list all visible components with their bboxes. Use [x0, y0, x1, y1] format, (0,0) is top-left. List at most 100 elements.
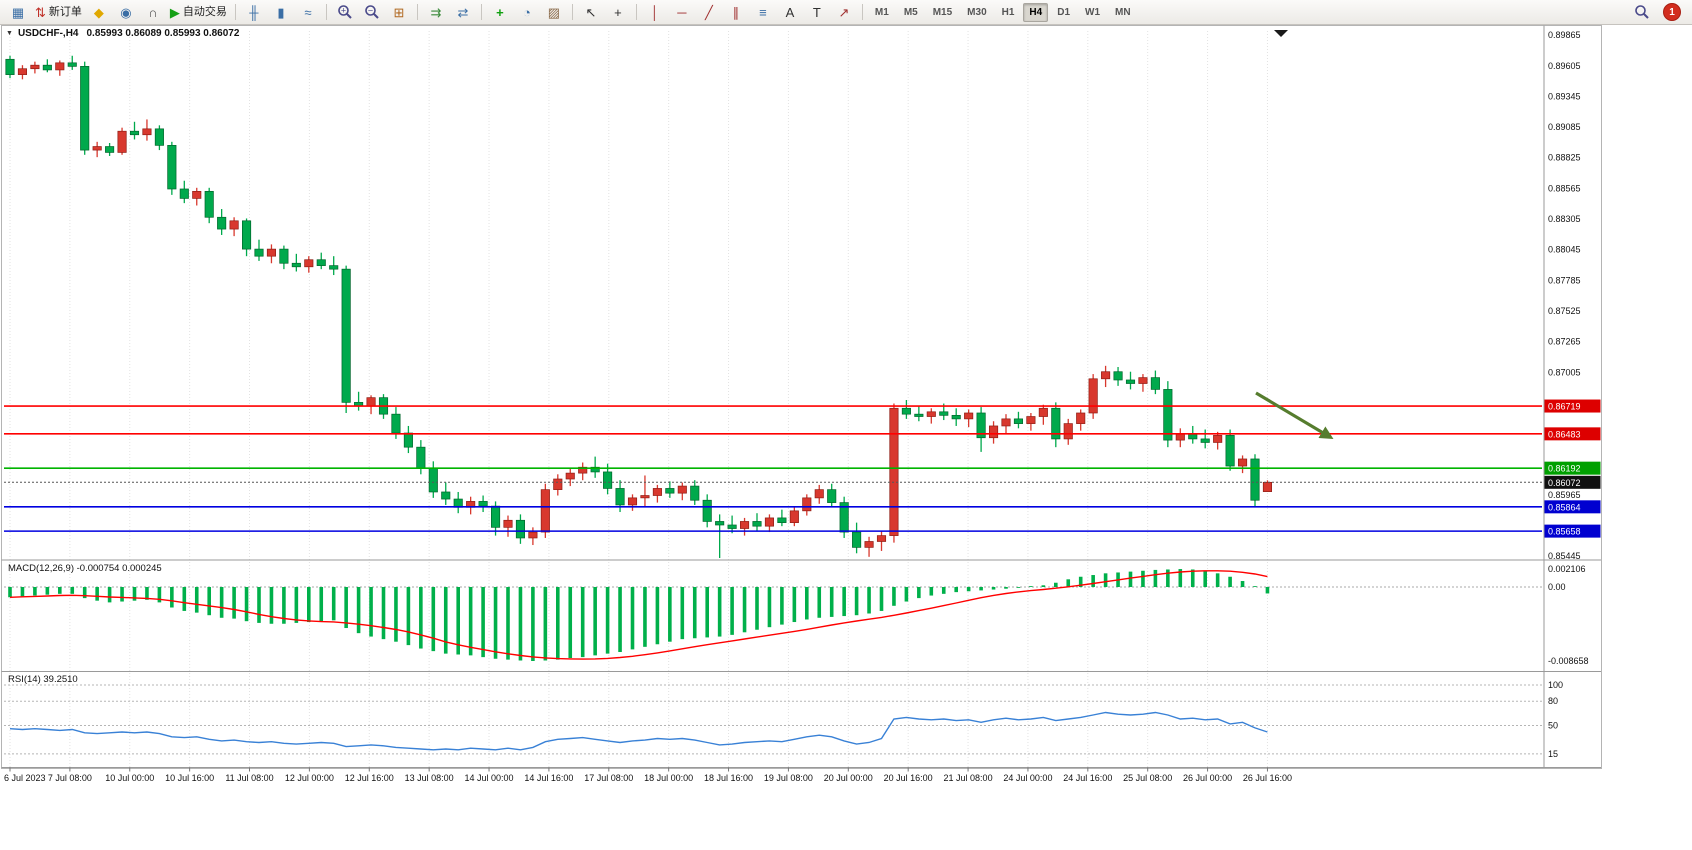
metaeditor-icon[interactable]: ◆: [93, 4, 104, 20]
price-badge: [1544, 461, 1601, 475]
timeframe-m1[interactable]: M1: [874, 6, 889, 18]
svg-text:+: +: [341, 6, 346, 16]
charts-icon[interactable]: ▦: [11, 4, 25, 20]
candlestick-chart-icon[interactable]: ▮: [277, 4, 285, 20]
zoom-out-icon[interactable]: −: [359, 1, 385, 23]
svg-text:80: 80: [1548, 696, 1558, 706]
svg-text:18 Jul 00:00: 18 Jul 00:00: [644, 773, 693, 783]
cursor-icon[interactable]: ↖: [585, 4, 597, 20]
timeframe-m15[interactable]: M15: [932, 6, 953, 18]
svg-text:13 Jul 08:00: 13 Jul 08:00: [405, 773, 454, 783]
templates-icon[interactable]: ▨: [547, 4, 561, 20]
fibonacci-icon[interactable]: ≡: [759, 4, 767, 20]
svg-text:0.88305: 0.88305: [1548, 214, 1581, 224]
price-axis: 0.89865 0.89605 0.89345 0.89085 0.88825 0.885…: [1544, 30, 1601, 561]
price-badge: [1544, 500, 1601, 514]
chart-ohlc-values: 0.85993 0.86089 0.85993 0.86072: [86, 28, 240, 39]
horizontal-lines[interactable]: [4, 405, 1542, 532]
svg-text:24 Jul 16:00: 24 Jul 16:00: [1063, 773, 1112, 783]
toolbar-buttons: ▦ ⇅ 新订单 ◆ ◉ ∩ ▶ 自动交易 ╫ ▮ ≈ + − ⊞ ⇉ ⇄ + ◔ ▨ ↖ + │ ─ ╱ ∥ ≡ A T ↗: [5, 1, 857, 23]
svg-text:6 Jul 2023: 6 Jul 2023: [4, 773, 46, 783]
toolbar-separator: [861, 4, 863, 20]
svg-text:26 Jul 00:00: 26 Jul 00:00: [1183, 773, 1232, 783]
svg-text:-0.008658: -0.008658: [1548, 656, 1589, 666]
new-order-button[interactable]: ⇅ 新订单: [35, 4, 82, 20]
label-icon[interactable]: T: [812, 4, 821, 20]
channel-icon[interactable]: ∥: [732, 4, 740, 20]
svg-text:0.89865: 0.89865: [1548, 30, 1581, 40]
autotrading-button[interactable]: ▶ 自动交易: [169, 4, 227, 20]
auto-scroll-icon[interactable]: ⇉: [430, 4, 442, 20]
svg-text:0.85965: 0.85965: [1548, 490, 1581, 500]
svg-text:0.89345: 0.89345: [1548, 91, 1581, 101]
svg-text:10 Jul 16:00: 10 Jul 16:00: [165, 773, 214, 783]
arrows-icon[interactable]: ↗: [838, 4, 850, 20]
search-icon[interactable]: [1629, 1, 1655, 23]
trend-arrow-annotation[interactable]: [1255, 391, 1334, 440]
svg-text:26 Jul 16:00: 26 Jul 16:00: [1243, 773, 1292, 783]
one-click-trading-toggle[interactable]: ▼: [6, 30, 13, 37]
sounds-icon[interactable]: ∩: [148, 4, 158, 20]
trendline-icon[interactable]: ╱: [704, 4, 713, 20]
svg-text:50: 50: [1548, 721, 1558, 731]
chart-dropdown-arrow[interactable]: [1274, 30, 1288, 37]
time-axis: 6 Jul 2023 7 Jul 08:00 10 Jul 00:00 10 Jul …: [4, 767, 1292, 783]
timeframe-w1[interactable]: W1: [1085, 6, 1101, 18]
svg-text:100: 100: [1548, 680, 1563, 690]
rsi-panel: 100 80 50 15: [1, 680, 1601, 768]
svg-text:0.88565: 0.88565: [1548, 183, 1581, 193]
timeframe-mn[interactable]: MN: [1115, 6, 1131, 18]
svg-text:21 Jul 08:00: 21 Jul 08:00: [944, 773, 993, 783]
svg-text:17 Jul 08:00: 17 Jul 08:00: [584, 773, 633, 783]
svg-text:−: −: [368, 6, 373, 16]
price-badge: [1544, 399, 1601, 413]
svg-text:14 Jul 16:00: 14 Jul 16:00: [524, 773, 573, 783]
timeframe-m5[interactable]: M5: [903, 6, 918, 18]
timeframe-h1[interactable]: H1: [1001, 6, 1015, 18]
macd-label: MACD(12,26,9) -0.000754 0.000245: [8, 563, 162, 574]
indicators-icon[interactable]: +: [496, 4, 504, 20]
price-chart[interactable]: 0.89865 0.89605 0.89345 0.89085 0.88825 0.885…: [0, 25, 1610, 825]
svg-text:12 Jul 00:00: 12 Jul 00:00: [285, 773, 334, 783]
timeframe-m30[interactable]: M30: [967, 6, 987, 18]
svg-text:0.87525: 0.87525: [1548, 306, 1581, 316]
svg-text:24 Jul 00:00: 24 Jul 00:00: [1003, 773, 1052, 783]
svg-text:0.88825: 0.88825: [1548, 153, 1581, 163]
candlestick-series[interactable]: [5, 55, 1272, 558]
price-badge: [1544, 475, 1601, 489]
svg-text:18 Jul 16:00: 18 Jul 16:00: [704, 773, 753, 783]
rsi-label: RSI(14) 39.2510: [8, 674, 78, 685]
timeframe-d1[interactable]: D1: [1057, 6, 1071, 18]
chart-shift-icon[interactable]: ⇄: [457, 4, 469, 20]
periods-icon[interactable]: ◔: [522, 4, 531, 20]
timeframe-buttons: M1 M5 M15 M30 H1 H4 D1 W1 MN: [868, 2, 1138, 22]
macd-panel: 0.002106 0.00 -0.008658: [1, 559, 1601, 672]
svg-text:11 Jul 08:00: 11 Jul 08:00: [225, 773, 273, 783]
svg-text:15: 15: [1548, 749, 1558, 759]
chart-frame: [1, 25, 1602, 769]
svg-text:20 Jul 16:00: 20 Jul 16:00: [884, 773, 933, 783]
toolbar: ▦ ⇅ 新订单 ◆ ◉ ∩ ▶ 自动交易 ╫ ▮ ≈ + − ⊞ ⇉ ⇄ + ◔ ▨ ↖ + │ ─ ╱ ∥ ≡ A T ↗ M1 M5 M…: [0, 0, 1692, 25]
timeframe-h4[interactable]: H4: [1023, 2, 1049, 22]
svg-text:0.89605: 0.89605: [1548, 61, 1581, 71]
svg-text:0.86192: 0.86192: [1548, 464, 1581, 474]
horizontal-line-icon[interactable]: ─: [677, 4, 687, 20]
svg-text:0.89085: 0.89085: [1548, 122, 1581, 132]
community-icon[interactable]: ◉: [120, 4, 132, 20]
svg-text:7 Jul 08:00: 7 Jul 08:00: [48, 773, 92, 783]
tile-windows-icon[interactable]: ⊞: [393, 4, 405, 20]
svg-text:20 Jul 00:00: 20 Jul 00:00: [824, 773, 873, 783]
svg-text:0.87265: 0.87265: [1548, 337, 1581, 347]
text-icon[interactable]: A: [785, 4, 795, 20]
svg-text:0.87785: 0.87785: [1548, 275, 1581, 285]
notifications-badge[interactable]: 1: [1663, 3, 1681, 21]
price-badge: [1544, 427, 1601, 441]
svg-text:0.86719: 0.86719: [1548, 402, 1581, 412]
chart-window[interactable]: ▼ USDCHF-,H4 0.85993 0.86089 0.85993 0.8…: [0, 25, 1692, 850]
crosshair-icon[interactable]: +: [614, 4, 622, 20]
line-chart-icon[interactable]: ≈: [304, 4, 312, 20]
zoom-in-icon[interactable]: +: [332, 1, 358, 23]
vertical-line-icon[interactable]: │: [650, 4, 659, 20]
svg-text:0.87005: 0.87005: [1548, 367, 1581, 377]
bar-chart-icon[interactable]: ╫: [249, 4, 259, 20]
